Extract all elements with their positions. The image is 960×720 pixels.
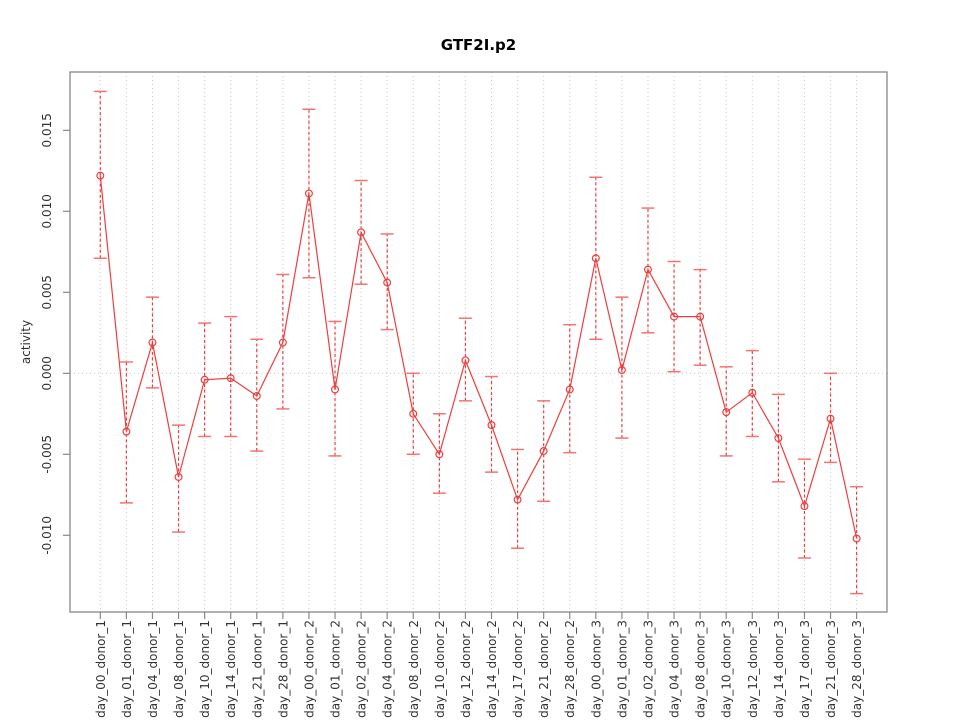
y-tick-label: 0.015 (40, 113, 54, 147)
x-tick-label: day_21_donor_2 (537, 620, 551, 718)
x-tick-label: day_01_donor_1 (120, 620, 134, 718)
x-tick-label: day_00_donor_3 (589, 620, 603, 718)
x-tick-label: day_10_donor_1 (198, 620, 212, 718)
x-tick-label: day_17_donor_2 (511, 620, 525, 718)
y-tick-label: 0.010 (40, 194, 54, 228)
data-point-marker (331, 385, 340, 394)
data-point-marker (748, 388, 757, 397)
x-tick-label: day_04_donor_2 (381, 620, 395, 718)
y-tick-label: 0.000 (40, 356, 54, 390)
x-tick-label: day_04_donor_3 (668, 620, 682, 718)
x-tick-label: day_01_donor_2 (329, 620, 343, 718)
data-point-marker (304, 189, 313, 198)
x-tick-label: day_14_donor_2 (485, 620, 499, 718)
x-tick-label: day_10_donor_2 (433, 620, 447, 718)
data-point-marker (591, 254, 600, 263)
x-tick-label: day_28_donor_2 (563, 620, 577, 718)
data-point-marker (774, 434, 783, 443)
y-tick-label: -0.005 (40, 435, 54, 474)
data-point-marker (565, 385, 574, 394)
chart-title: GTF2I.p2 (440, 36, 517, 54)
x-tick-label: day_14_donor_3 (772, 620, 786, 718)
x-tick-label: day_21_donor_3 (824, 620, 838, 718)
x-tick-label: day_28_donor_3 (850, 620, 864, 718)
x-tick-label: day_00_donor_2 (302, 620, 316, 718)
data-point-marker (670, 312, 679, 321)
data-point-marker (226, 374, 235, 383)
x-tick-label: day_28_donor_1 (276, 620, 290, 718)
y-tick-label: -0.010 (40, 516, 54, 555)
data-point-marker (461, 356, 470, 365)
data-point-marker (487, 421, 496, 430)
data-point-marker (643, 265, 652, 274)
series-line (99, 175, 858, 539)
data-point-marker (122, 427, 131, 436)
data-point-marker (409, 409, 418, 418)
x-tick-label: day_02_donor_3 (641, 620, 655, 718)
data-point-marker (357, 228, 366, 237)
data-point-marker (852, 534, 861, 543)
x-tick-label: day_08_donor_3 (694, 620, 708, 718)
data-point-marker (200, 375, 209, 384)
data-point-marker (383, 278, 392, 287)
x-tick-label: day_08_donor_1 (172, 620, 186, 718)
data-point-marker (278, 338, 287, 347)
x-tick-label: day_21_donor_1 (250, 620, 264, 718)
x-tick-label: day_01_donor_3 (615, 620, 629, 718)
x-tick-label: day_02_donor_2 (355, 620, 369, 718)
data-point-marker (252, 391, 261, 400)
data-point-marker (722, 408, 731, 417)
x-tick-label: day_12_donor_2 (459, 620, 473, 718)
x-tick-label: day_14_donor_1 (224, 620, 238, 718)
data-point-marker (696, 312, 705, 321)
x-tick-label: day_12_donor_3 (746, 620, 760, 718)
x-tick-label: day_10_donor_3 (720, 620, 734, 718)
data-point-marker (617, 366, 626, 375)
data-point-marker (800, 502, 809, 511)
data-point-marker (96, 171, 105, 180)
data-point-marker (539, 447, 548, 456)
data-point-marker (513, 495, 522, 504)
y-tick-label: 0.005 (40, 275, 54, 309)
x-tick-label: day_17_donor_3 (798, 620, 812, 718)
data-point-marker (435, 450, 444, 459)
data-point-marker (148, 338, 157, 347)
x-tick-label: day_04_donor_1 (146, 620, 160, 718)
data-point-marker (174, 472, 183, 481)
data-point-marker (826, 414, 835, 423)
plot-border (69, 71, 888, 613)
x-tick-label: day_08_donor_2 (407, 620, 421, 718)
x-tick-label: day_00_donor_1 (94, 620, 108, 718)
